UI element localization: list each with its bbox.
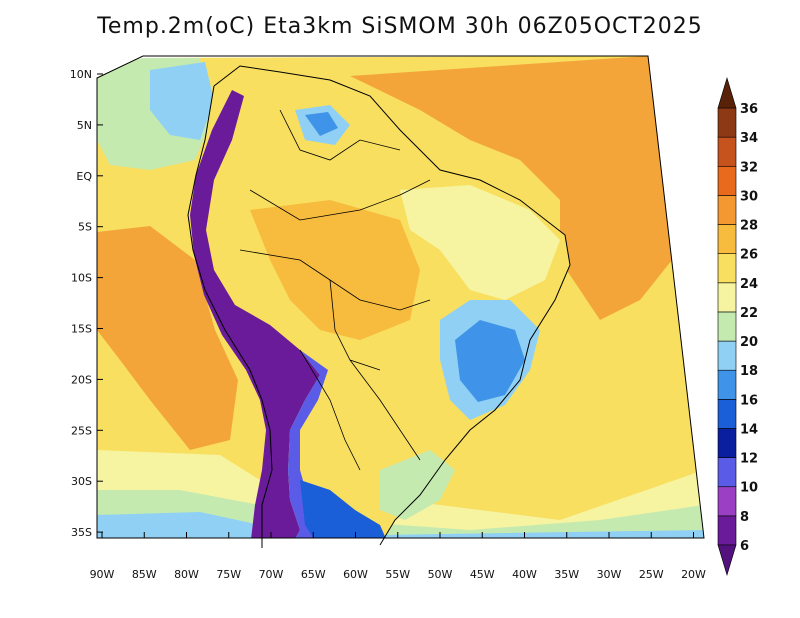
colorbar-bin [717, 165, 737, 196]
colorbar-bin [717, 515, 737, 546]
lon-tick-label: 40W [512, 568, 537, 581]
colorbar-label: 32 [740, 160, 758, 175]
colorbar-label: 18 [740, 364, 758, 379]
land-northeast-light [400, 185, 560, 300]
colorbar-label: 14 [740, 422, 758, 437]
chart-title: Temp.2m(oC) Eta3km SiSMOM 30h 06Z05OCT20… [97, 14, 703, 39]
coastline [213, 65, 571, 546]
longitude-axis: 90W 85W 80W 75W 70W 65W 60W 55W 50W 45W 40W 35W 30W 2… [90, 532, 706, 581]
lat-tick-label: 35S [71, 526, 92, 539]
lat-tick-label: 10S [71, 272, 92, 285]
colorbar-label: 10 [740, 481, 758, 496]
colorbar-bin [717, 369, 737, 400]
colorbar-under-arrow [717, 544, 737, 577]
colorbar-label: 12 [740, 452, 758, 467]
guiana-blue [305, 112, 338, 136]
andes-cold-spine [190, 90, 320, 538]
lon-tick-label: 90W [90, 568, 115, 581]
colorbar-label: 30 [740, 189, 758, 204]
lon-tick-label: 80W [174, 568, 199, 581]
latitude-axis: 10N 5N EQ 5S 10S 15S 20S 25S 30S 35S [70, 68, 103, 539]
lat-tick-label: 30S [71, 475, 92, 488]
lon-tick-label: 45W [470, 568, 495, 581]
colorbar-bin [717, 399, 737, 429]
map-frame [96, 55, 705, 539]
colorbar-bin [717, 311, 737, 342]
colorbar-bin [717, 457, 737, 488]
lat-tick-label: 15S [71, 323, 92, 336]
temperature-field [97, 56, 704, 538]
colorbar-label: 24 [740, 277, 758, 292]
lat-tick-label: 5S [78, 221, 92, 234]
country-borders [239, 109, 431, 471]
lon-tick-label: 85W [132, 568, 157, 581]
lon-tick-label: 35W [554, 568, 579, 581]
colorbar-bin [717, 224, 737, 254]
colorbar-label: 34 [740, 131, 758, 146]
lat-tick-label: 10N [70, 68, 92, 81]
colorbar-bin [717, 340, 737, 371]
atlantic-warm-region [350, 56, 672, 320]
colorbar-bin [717, 282, 737, 313]
coastline-west [187, 85, 273, 548]
northwest-blue-region [150, 62, 214, 140]
lon-tick-label: 50W [428, 568, 453, 581]
colorbar-label: 36 [740, 102, 758, 117]
colorbar-bin [717, 107, 737, 138]
colorbar-bin [717, 486, 737, 517]
land-warm-patch [250, 200, 420, 340]
colorbar: 6 8 10 12 14 16 18 20 22 24 26 28 30 32 34 36 [717, 76, 758, 577]
lon-tick-label: 70W [259, 568, 284, 581]
lon-tick-label: 25W [639, 568, 664, 581]
lon-tick-label: 75W [216, 568, 241, 581]
colorbar-label: 20 [740, 335, 758, 350]
colorbar-label: 28 [740, 219, 758, 234]
colorbar-bin [717, 253, 737, 284]
lon-tick-label: 65W [301, 568, 326, 581]
colorbar-bin [717, 428, 737, 458]
colorbar-bin [717, 195, 737, 225]
lat-tick-label: 5N [77, 119, 92, 132]
colorbar-label: 22 [740, 306, 758, 321]
colorbar-label: 26 [740, 248, 758, 263]
lat-tick-label: 20S [71, 373, 92, 386]
patagonia-blue [300, 480, 390, 538]
colorbar-label: 16 [740, 393, 758, 408]
south-lightblue-band [97, 512, 704, 538]
pacific-warm-region [97, 226, 238, 450]
lon-tick-label: 30W [597, 568, 622, 581]
lon-tick-label: 20W [681, 568, 706, 581]
colorbar-label: 6 [740, 539, 749, 554]
lat-tick-label: 25S [71, 424, 92, 437]
colorbar-over-arrow [717, 76, 737, 109]
colorbar-label: 8 [740, 510, 749, 525]
colorbar-bin [717, 136, 737, 167]
lat-tick-label: EQ [76, 170, 92, 183]
highlands-blue [455, 320, 525, 402]
lon-tick-label: 60W [343, 568, 368, 581]
lon-tick-label: 55W [385, 568, 410, 581]
south-brazil-cool [380, 450, 455, 520]
